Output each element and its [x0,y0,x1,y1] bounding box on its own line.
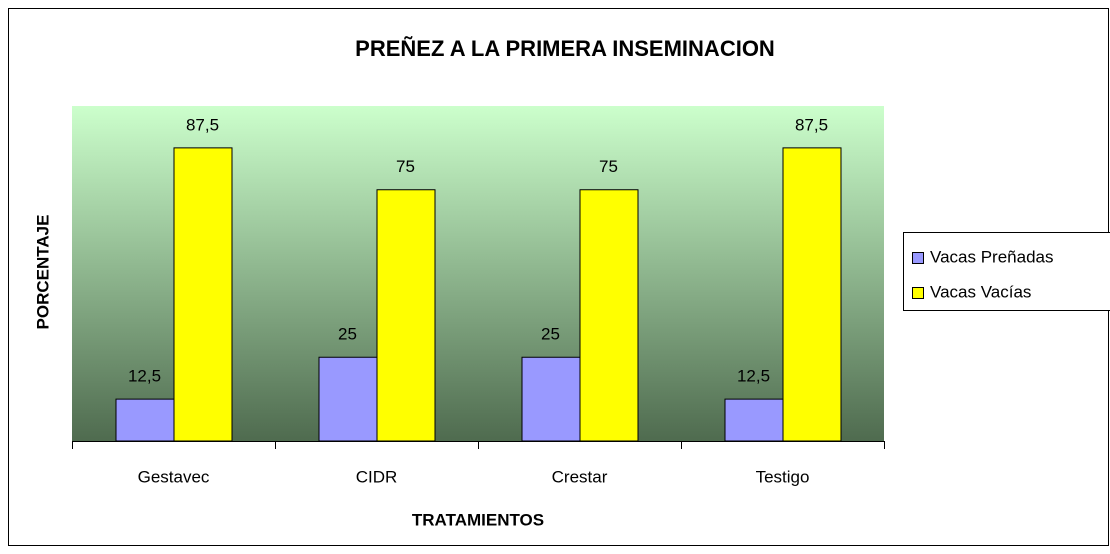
x-tick-label: CIDR [356,467,398,486]
x-tick-label: Gestavec [138,467,210,486]
bar [579,189,639,442]
y-axis-label: PORCENTAJE [33,215,52,330]
data-label: 75 [396,157,415,176]
legend-label: Vacas Preñadas [930,247,1053,266]
bar [782,147,842,442]
bar [724,398,784,442]
data-label: 12,5 [737,367,770,386]
bar [173,147,233,442]
x-axis-label: TRATAMIENTOS [412,510,544,529]
bar [521,356,581,442]
data-label: 12,5 [128,367,161,386]
data-label: 87,5 [186,115,219,134]
legend [903,232,1110,311]
data-label: 25 [541,325,560,344]
chart-title: PREÑEZ A LA PRIMERA INSEMINACION [355,36,775,61]
x-tick-label: Crestar [552,467,608,486]
legend-label: Vacas Vacías [930,282,1031,301]
bar [115,398,175,442]
bar [318,356,378,442]
data-label: 25 [338,325,357,344]
bar [376,189,436,442]
data-label: 75 [599,157,618,176]
legend-swatch [912,252,924,264]
data-label: 87,5 [795,115,828,134]
legend-swatch [912,287,924,299]
x-tick-label: Testigo [756,467,810,486]
